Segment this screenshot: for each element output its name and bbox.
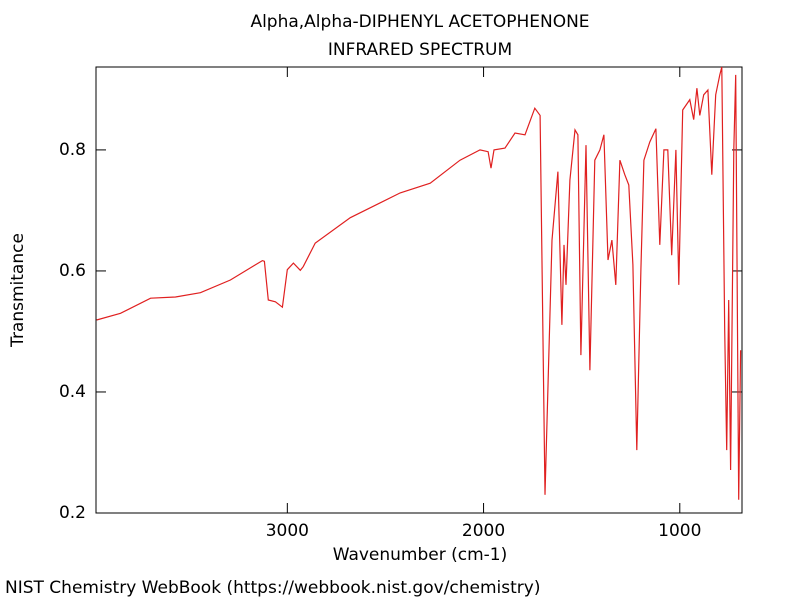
y-tick-label: 0.8	[59, 140, 86, 160]
chart-title: Alpha,Alpha-DIPHENYL ACETOPHENONE	[250, 12, 589, 32]
y-tick-label: 0.4	[59, 382, 86, 402]
y-axis-label: Transmitance	[8, 233, 28, 348]
spectrum-line	[96, 66, 742, 500]
x-tick-label: 2000	[462, 521, 505, 541]
source-note: NIST Chemistry WebBook (https://webbook.…	[5, 578, 540, 598]
plot-frame	[95, 66, 743, 514]
chart-subtitle: INFRARED SPECTRUM	[328, 40, 512, 60]
x-tick-label: 3000	[266, 521, 309, 541]
x-tick-label: 1000	[658, 521, 701, 541]
y-tick-label: 0.6	[59, 261, 86, 281]
x-axis-label: Wavenumber (cm-1)	[333, 545, 508, 565]
y-tick-label: 0.2	[59, 503, 86, 523]
